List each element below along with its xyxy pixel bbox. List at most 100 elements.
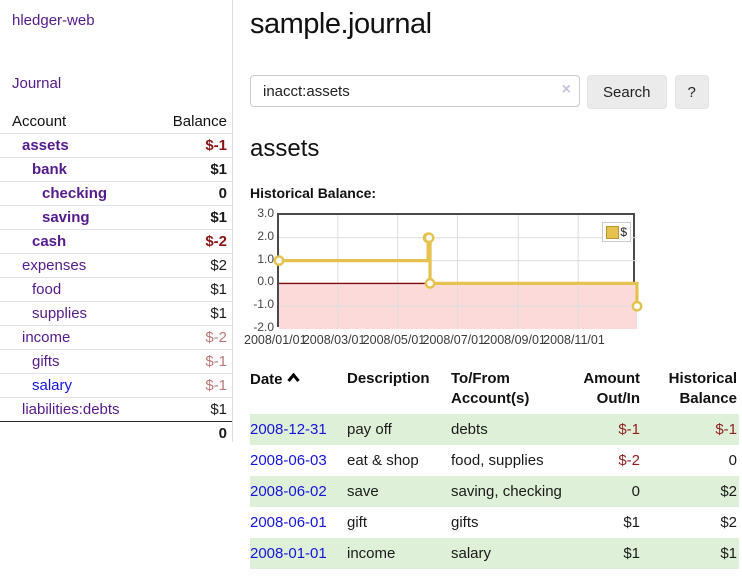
transaction-amount: $1: [623, 513, 640, 531]
account-balance: $-1: [205, 137, 227, 154]
app-title-link[interactable]: hledger-web: [12, 12, 95, 29]
help-button[interactable]: ?: [674, 75, 709, 109]
account-balance: $1: [210, 161, 227, 178]
transaction-date-link[interactable]: 2008-01-01: [250, 544, 327, 562]
account-balance: $-2: [205, 329, 227, 346]
account-row: salary $-1: [0, 373, 232, 397]
chart-canvas: [273, 215, 643, 329]
account-link[interactable]: expenses: [22, 257, 87, 274]
legend-swatch-icon: [606, 225, 620, 239]
transaction-description: save: [347, 482, 379, 500]
account-link[interactable]: cash: [32, 233, 67, 250]
transaction-description: eat & shop: [347, 451, 419, 469]
y-axis-tick-label: 0.0: [257, 274, 274, 289]
clear-search-icon[interactable]: ×: [561, 81, 571, 98]
transaction-accounts: saving, checking: [451, 482, 562, 500]
x-axis-tick-label: 2008/11/01: [543, 333, 605, 347]
page-title: sample.journal: [250, 8, 432, 40]
account-link[interactable]: supplies: [32, 305, 88, 322]
account-column-header: Account: [12, 113, 67, 130]
transaction-description: pay off: [347, 420, 392, 438]
transaction-row[interactable]: 2008-06-01 gift gifts $1 $2: [250, 507, 739, 538]
x-axis-tick-label: 2008/07/01: [422, 333, 486, 347]
y-axis-tick-label: -2.0: [253, 320, 274, 334]
account-row: liabilities:debts $1: [0, 397, 232, 421]
transaction-balance: $2: [720, 513, 737, 531]
transaction-amount: $-2: [618, 451, 640, 469]
account-link[interactable]: food: [32, 281, 62, 298]
account-link[interactable]: saving: [42, 209, 90, 226]
transaction-row[interactable]: 2008-06-03 eat & shop food, supplies $-2 0: [250, 445, 739, 476]
account-row: gifts $-1: [0, 349, 232, 373]
account-link[interactable]: assets: [22, 137, 69, 154]
transaction-accounts: debts: [451, 420, 488, 438]
accounts-total-value: 0: [218, 425, 227, 442]
transaction-amount: $-1: [618, 420, 640, 438]
chart-legend: $: [602, 222, 631, 242]
accounts-table-header: Account Balance: [0, 110, 232, 133]
y-axis-tick-label: 2.0: [257, 228, 274, 243]
account-link[interactable]: salary: [32, 377, 73, 394]
account-balance: $1: [210, 305, 227, 322]
account-row: food $1: [0, 277, 232, 301]
sidebar: hledger-web Journal Account Balance asse…: [0, 0, 233, 442]
transaction-date-link[interactable]: 2008-06-02: [250, 482, 327, 500]
description-column-header: Description: [347, 370, 430, 387]
account-link[interactable]: gifts: [32, 353, 60, 370]
x-axis-tick-label: 2008/01/01: [244, 333, 307, 347]
transaction-date-link[interactable]: 2008-06-01: [250, 513, 327, 531]
search-input[interactable]: [250, 75, 580, 107]
account-balance: $1: [210, 401, 227, 418]
x-axis-tick-label: 2008/03/01: [302, 333, 366, 347]
accounts-column-header: To/From Account(s): [451, 370, 530, 408]
transaction-balance: $2: [720, 482, 737, 500]
historical-balance-chart: $ 3.0 2.0 1.0 0.0 -1.0 -2.0 2008/01/01 2008/03/…: [244, 206, 742, 349]
transaction-description: gift: [347, 513, 368, 531]
account-link[interactable]: liabilities:debts: [22, 401, 120, 418]
transaction-row[interactable]: 2008-06-02 save saving, checking 0 $2: [250, 475, 739, 507]
account-rows: assets $-1 bank $1 checking 0 saving $1 cash $-2 e…: [0, 133, 232, 421]
account-link[interactable]: bank: [32, 161, 68, 178]
account-row: bank $1: [0, 157, 232, 181]
chart-title: Historical Balance:: [250, 185, 377, 201]
transaction-row[interactable]: 2008-12-31 pay off debts $-1 $-1: [250, 413, 739, 445]
transaction-balance: $1: [720, 544, 737, 562]
account-balance: $1: [210, 281, 227, 298]
accounts-total-row: 0: [0, 421, 232, 445]
y-axis-tick-label: -1.0: [253, 297, 274, 312]
y-axis-tick-label: 3.0: [257, 206, 274, 220]
x-axis-tick-label: 2008/05/01: [362, 333, 426, 347]
account-balance: $-2: [205, 233, 227, 250]
account-balance: $1: [210, 209, 227, 226]
account-balance: $-1: [205, 353, 227, 370]
y-axis-tick-label: 1.0: [257, 251, 274, 266]
date-column-header[interactable]: Date: [250, 367, 347, 414]
search-form: × Search ?: [250, 75, 742, 109]
account-link[interactable]: income: [22, 329, 71, 346]
transaction-accounts: food, supplies: [451, 451, 544, 469]
transactions-table: Date Description To/From Account(s) Amou…: [250, 367, 739, 569]
transaction-date-link[interactable]: 2008-12-31: [250, 420, 327, 438]
account-heading: assets: [250, 135, 320, 162]
account-balance: $-1: [205, 377, 227, 394]
transaction-row[interactable]: 2008-01-01 income salary $1 $1: [250, 537, 739, 569]
x-axis-tick-label: 2008/09/01: [483, 333, 546, 347]
account-row: checking 0: [0, 181, 232, 205]
transaction-balance: $-1: [715, 420, 737, 438]
account-row: assets $-1: [0, 133, 232, 157]
search-button[interactable]: Search: [587, 75, 667, 109]
account-row: cash $-2: [0, 229, 232, 253]
account-row: income $-2: [0, 325, 232, 349]
transaction-balance: 0: [728, 451, 737, 469]
account-link[interactable]: checking: [42, 185, 108, 202]
account-row: expenses $2: [0, 253, 232, 277]
transaction-accounts: salary: [451, 544, 492, 562]
account-balance: $2: [210, 257, 227, 274]
account-row: saving $1: [0, 205, 232, 229]
balance-column-header: Balance: [172, 113, 227, 130]
chart-plot-area: $: [273, 213, 643, 329]
sidebar-item-journal[interactable]: Journal: [12, 75, 62, 92]
transaction-date-link[interactable]: 2008-06-03: [250, 451, 327, 469]
amount-column-header: Amount Out/In: [583, 370, 640, 408]
accounts-table: Account Balance assets $-1 bank $1 checking 0…: [0, 110, 232, 445]
